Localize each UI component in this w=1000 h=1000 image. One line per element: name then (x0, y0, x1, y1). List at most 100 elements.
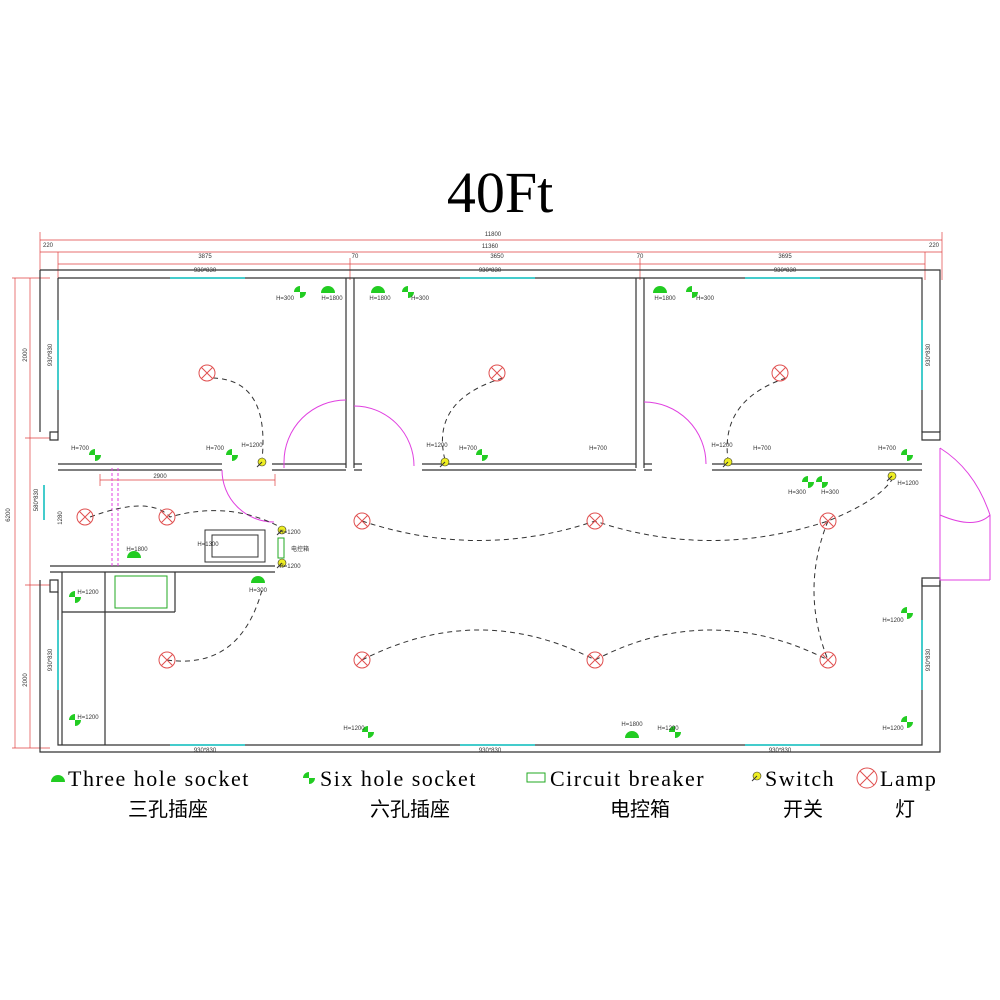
wiring (89, 377, 894, 662)
walls (39, 269, 941, 753)
six-hole-socket (901, 716, 913, 728)
lamp-cross (79, 511, 91, 523)
lamp (353, 512, 371, 530)
lamp (76, 508, 94, 526)
doors (221, 399, 991, 581)
three-hole-socket (625, 731, 639, 738)
three-hole-socket (127, 551, 141, 558)
window-label: 930*830 (479, 268, 502, 274)
six-hole-socket (802, 476, 814, 488)
socket-label: H=300 (249, 588, 268, 594)
lamp-ring (158, 651, 176, 669)
six-hole-socket (402, 286, 414, 298)
lamp (586, 651, 604, 669)
circuit-breaker (277, 537, 285, 559)
dimension-label: 220 (43, 243, 54, 249)
dimension-label: 1280 (58, 511, 64, 525)
six-hole-socket (901, 449, 913, 461)
socket-label: H=1200 (241, 443, 263, 449)
switch-lever (276, 529, 283, 536)
socket-label: H=1200 (657, 726, 679, 732)
lamp-ring (488, 364, 506, 382)
lamp-ring (856, 767, 878, 789)
lamp-cross (589, 654, 601, 666)
lamp-cross (859, 770, 875, 786)
socket-label: H=1200 (77, 715, 99, 721)
socket-label: H=1200 (279, 530, 301, 536)
dimension-label: 70 (352, 254, 359, 260)
switch-lever (276, 562, 283, 569)
three-hole-socket (371, 286, 385, 293)
window-label: 930*830 (194, 268, 217, 274)
dimension-label: 2000 (23, 348, 29, 362)
socket-label: H=1200 (897, 481, 919, 487)
lamp (819, 512, 837, 530)
socket-label: H=1200 (711, 443, 733, 449)
window-label: 580*830 (34, 488, 40, 511)
socket-label: H=1800 (321, 296, 343, 302)
six-hole-socket (686, 286, 698, 298)
legend-zh: 灯 (895, 798, 915, 821)
three-hole-socket (321, 286, 335, 293)
legend-zh: 电控箱 (610, 798, 670, 821)
lamp-cross (822, 515, 834, 527)
lamp-ring (819, 651, 837, 669)
legend-en: Six hole socket (320, 766, 477, 791)
lamp (488, 364, 506, 382)
six-hole-socket (294, 286, 306, 298)
socket-label: H=700 (753, 446, 772, 452)
three-hole-socket (653, 286, 667, 293)
legend-zh: 六孔插座 (370, 798, 450, 821)
legend-zh: 三孔插座 (128, 798, 208, 821)
dimension-lines (12, 232, 943, 749)
dimension-label: 2900 (153, 474, 167, 480)
legend-breaker (526, 772, 546, 783)
socket-label: 电控箱 (291, 545, 309, 553)
lamp-ring (586, 651, 604, 669)
socket-label: H=1200 (279, 564, 301, 570)
lamp-cross (356, 515, 368, 527)
labels: 11800 220 11360 220 3875 70 3650 70 3695 2900 6200… (6, 232, 940, 754)
switch-lever (751, 775, 758, 782)
lamp (819, 651, 837, 669)
lamp (158, 651, 176, 669)
lamp-cross (161, 654, 173, 666)
legend-en: Circuit breaker (550, 766, 705, 791)
dimension-label: 6200 (6, 508, 12, 522)
lamp-cross (774, 367, 786, 379)
socket-label: H=300 (411, 296, 430, 302)
lamp-ring (771, 364, 789, 382)
lamp-cross (161, 511, 173, 523)
six-hole-socket (226, 449, 238, 461)
switch-lever (439, 461, 446, 468)
dimension-label: 220 (929, 243, 940, 249)
lamp (158, 508, 176, 526)
lamp-cross (491, 367, 503, 379)
three-hole-socket (51, 775, 65, 782)
socket-label: H=700 (589, 446, 608, 452)
socket-label: H=1800 (654, 296, 676, 302)
six-hole-socket (69, 591, 81, 603)
switch-lever (886, 475, 893, 482)
socket-label: H=700 (71, 446, 90, 452)
dimension-label: 2000 (23, 673, 29, 687)
window-label: 930*830 (48, 343, 54, 366)
dimension-label: 3650 (490, 254, 504, 260)
socket-label: H=1200 (882, 726, 904, 732)
lamp-cross (356, 654, 368, 666)
lamp-ring (586, 512, 604, 530)
window-label: 930*830 (926, 343, 932, 366)
lamp (353, 651, 371, 669)
six-hole-socket (303, 772, 315, 784)
switch-lever (722, 461, 729, 468)
legend: Three hole socket 三孔插座 Six hole socket 六孔插座… (68, 766, 936, 821)
socket-label: H=700 (459, 446, 478, 452)
lamp (586, 512, 604, 530)
dimension-label: 3875 (198, 254, 212, 260)
switch-lever (256, 461, 263, 468)
lamp (198, 364, 216, 382)
six-hole-socket (69, 714, 81, 726)
three-hole-socket (251, 576, 265, 583)
six-hole-socket (89, 449, 101, 461)
lamp-ring (819, 512, 837, 530)
